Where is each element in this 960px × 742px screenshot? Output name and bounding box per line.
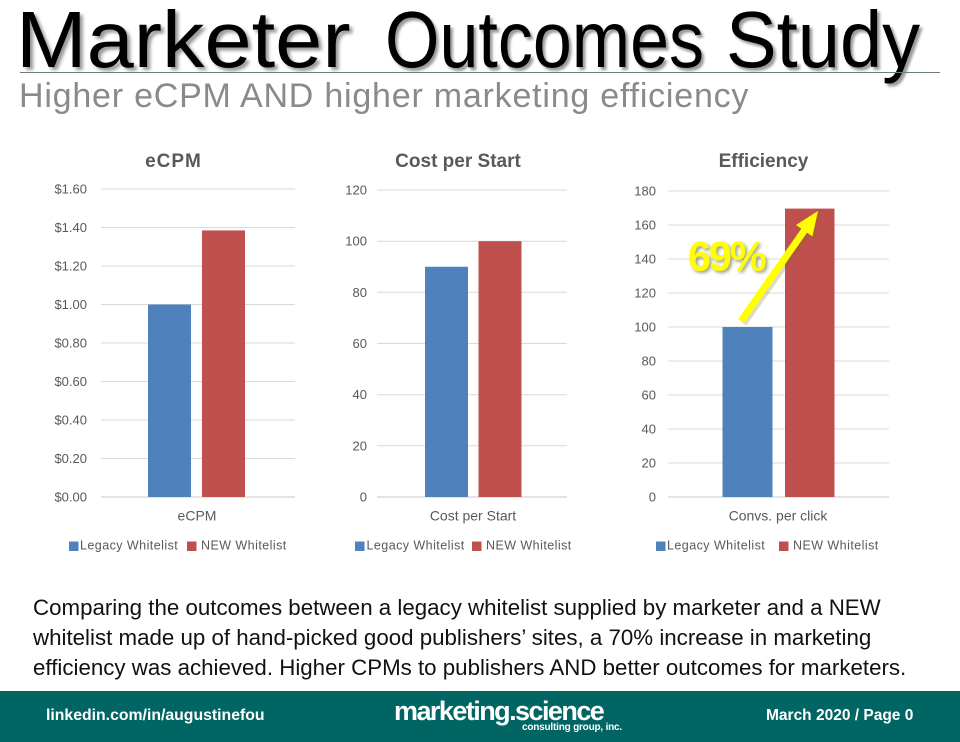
- svg-text:Cost per Start: Cost per Start: [430, 508, 516, 524]
- svg-text:0: 0: [360, 490, 367, 505]
- svg-text:80: 80: [353, 285, 367, 300]
- svg-text:$1.20: $1.20: [54, 259, 87, 274]
- svg-text:Convs. per click: Convs. per click: [729, 508, 829, 524]
- svg-text:140: 140: [634, 252, 656, 267]
- svg-text:$0.60: $0.60: [54, 374, 87, 389]
- svg-text:$0.20: $0.20: [54, 451, 87, 466]
- svg-text:180: 180: [634, 184, 656, 199]
- svg-text:0: 0: [649, 490, 656, 505]
- svg-text:80: 80: [642, 354, 656, 369]
- svg-text:20: 20: [353, 438, 367, 453]
- svg-text:NEW Whitelist: NEW Whitelist: [201, 539, 287, 553]
- svg-text:160: 160: [634, 218, 656, 233]
- svg-text:$1.00: $1.00: [54, 297, 87, 312]
- svg-text:60: 60: [353, 336, 367, 351]
- svg-text:20: 20: [642, 456, 656, 471]
- svg-text:eCPM: eCPM: [178, 508, 217, 524]
- svg-text:120: 120: [345, 183, 367, 198]
- svg-text:eCPM: eCPM: [145, 151, 202, 172]
- svg-text:60: 60: [642, 388, 656, 403]
- svg-text:$0.00: $0.00: [54, 490, 87, 505]
- svg-text:40: 40: [353, 387, 367, 402]
- svg-text:100: 100: [345, 234, 367, 249]
- svg-text:NEW Whitelist: NEW Whitelist: [793, 539, 879, 553]
- svg-text:Legacy Whitelist: Legacy Whitelist: [667, 539, 765, 553]
- svg-text:$1.40: $1.40: [54, 220, 87, 235]
- svg-text:Efficiency: Efficiency: [719, 151, 809, 172]
- svg-text:$1.60: $1.60: [54, 182, 87, 197]
- svg-text:120: 120: [634, 286, 656, 301]
- svg-text:NEW Whitelist: NEW Whitelist: [486, 539, 572, 553]
- svg-text:40: 40: [642, 422, 656, 437]
- svg-text:Legacy Whitelist: Legacy Whitelist: [80, 539, 178, 553]
- svg-text:69%: 69%: [688, 233, 766, 280]
- svg-text:100: 100: [634, 320, 656, 335]
- svg-text:Legacy Whitelist: Legacy Whitelist: [367, 539, 465, 553]
- svg-text:$0.40: $0.40: [54, 413, 87, 428]
- svg-text:Cost per Start: Cost per Start: [395, 151, 521, 172]
- svg-text:$0.80: $0.80: [54, 336, 87, 351]
